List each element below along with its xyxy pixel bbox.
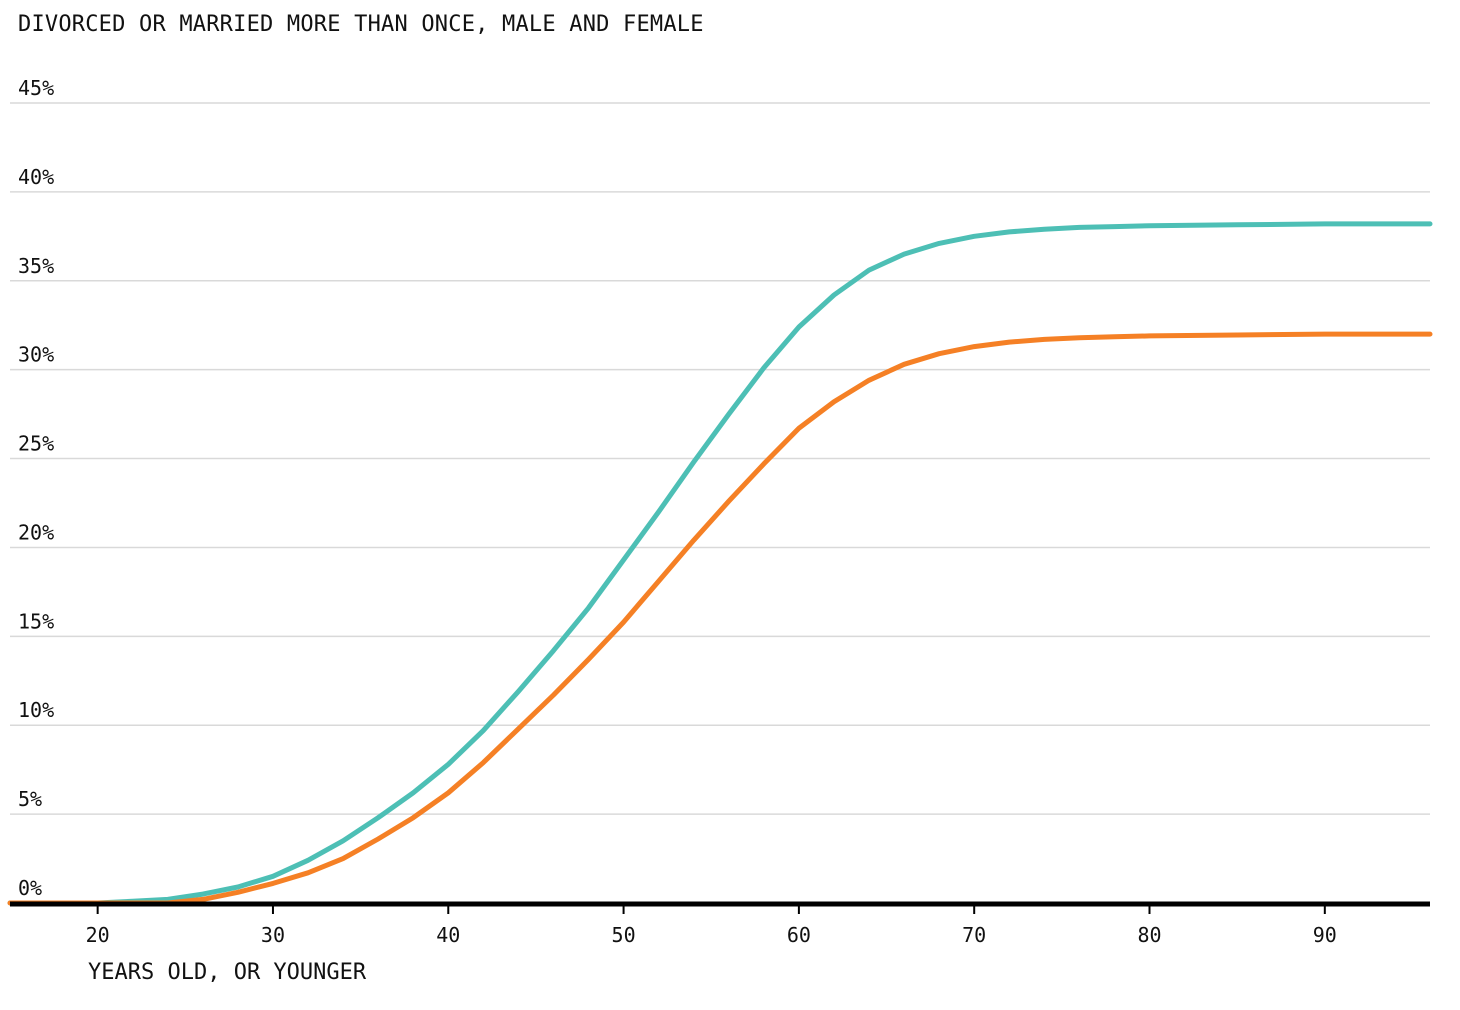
x-tick-label: 30 [261,923,285,947]
y-tick-label: 5% [18,787,42,811]
series-line-2 [7,331,1433,906]
x-tick-label: 70 [962,923,986,947]
x-tick-label: 50 [612,923,636,947]
gridlines [10,102,1430,815]
chart-title: DIVORCED OR MARRIED MORE THAN ONCE, MALE… [18,12,704,37]
x-tick-label: 60 [787,923,811,947]
series-lines [7,221,1433,906]
x-tick-label: 90 [1313,923,1337,947]
y-tick-label: 15% [18,609,54,633]
x-tick-label: 20 [86,923,110,947]
x-tick-label: 40 [436,923,460,947]
y-tick-label: 20% [18,520,54,544]
x-axis-ticks: 20 30 40 50 60 70 80 90 [86,906,1337,947]
x-axis-label: YEARS OLD, OR YOUNGER [88,960,367,985]
y-tick-label: 10% [18,698,54,722]
y-tick-label: 30% [18,343,54,367]
y-axis-ticks: 0% 5% 10% 15% 20% 25% 30% 35% 40% 45% [18,76,54,900]
y-tick-label: 25% [18,432,54,456]
x-tick-label: 80 [1137,923,1161,947]
series-line-1 [7,221,1433,906]
y-tick-label: 35% [18,254,54,278]
y-tick-label: 0% [18,876,42,900]
y-tick-label: 45% [18,76,54,100]
y-tick-label: 40% [18,165,54,189]
